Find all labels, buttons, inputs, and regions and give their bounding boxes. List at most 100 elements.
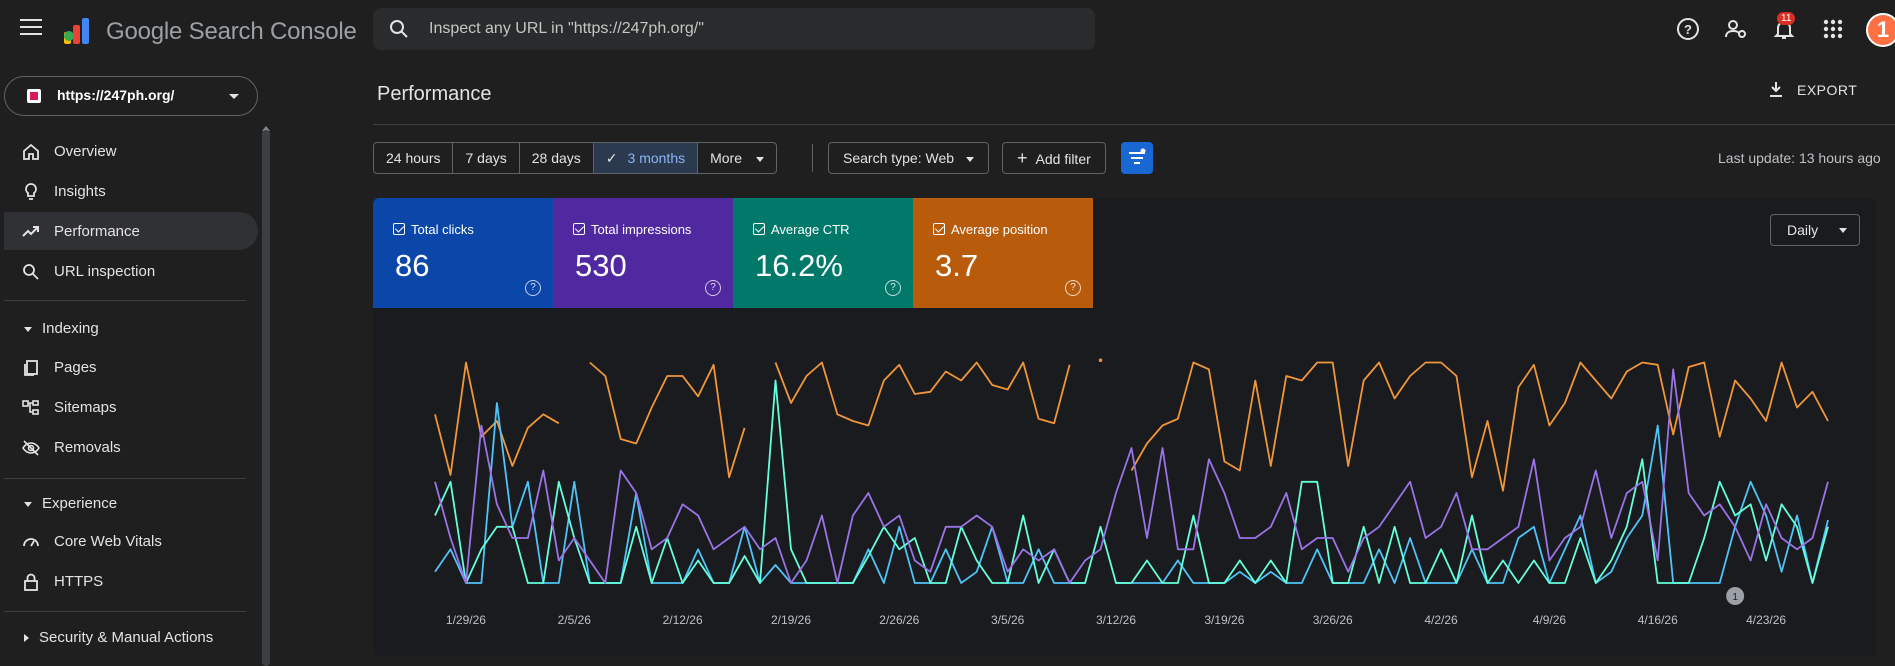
metric-card-average-position[interactable]: Average position 3.7 ? — [913, 198, 1093, 308]
range-3-months[interactable]: ✓ 3 months — [593, 143, 699, 173]
app-title: Google Search Console — [106, 18, 357, 45]
help-icon[interactable]: ? — [525, 280, 541, 296]
x-tick-label: 1/29/26 — [446, 613, 486, 627]
metric-title-text: Average position — [951, 222, 1048, 237]
range-24-hours[interactable]: 24 hours — [374, 143, 454, 173]
speed-icon — [23, 538, 39, 547]
section-title: Security & Manual Actions — [39, 629, 214, 646]
sidebar-item-pages[interactable]: Pages — [4, 348, 258, 386]
manage-accounts-icon[interactable] — [1723, 16, 1749, 42]
search-console-logo — [64, 18, 89, 44]
sidebar-item-sitemaps[interactable]: Sitemaps — [4, 388, 258, 426]
compare-filter-button[interactable] — [1121, 142, 1153, 174]
section-title: Indexing — [42, 320, 99, 337]
export-button[interactable]: EXPORT — [1770, 82, 1858, 98]
metric-card-average-ctr[interactable]: Average CTR 16.2% ? — [733, 198, 913, 308]
x-tick-label: 3/12/26 — [1096, 613, 1136, 627]
date-range-selector: 24 hours 7 days 28 days ✓ 3 months More — [373, 142, 778, 174]
granularity-dropdown[interactable]: Daily — [1770, 214, 1860, 246]
apps-grid-icon[interactable] — [1820, 16, 1846, 42]
add-filter-button[interactable]: + Add filter — [1002, 142, 1106, 174]
sidebar-item-insights[interactable]: Insights — [4, 172, 258, 210]
sidebar-item-label: Removals — [54, 439, 121, 456]
export-label: EXPORT — [1797, 82, 1858, 98]
sidebar-item-core-web-vitals[interactable]: Core Web Vitals — [4, 522, 258, 560]
sidebar-item-label: Performance — [54, 223, 140, 240]
range-7-days[interactable]: 7 days — [453, 143, 520, 173]
x-tick-label: 3/5/26 — [991, 613, 1025, 627]
range-more-dropdown[interactable]: More — [698, 143, 776, 173]
metric-value: 530 — [575, 248, 627, 283]
scroll-up-arrow-icon[interactable] — [262, 126, 270, 131]
url-inspect-input[interactable] — [429, 8, 1069, 50]
annotation-marker[interactable]: 1 — [1726, 587, 1745, 605]
x-tick-label: 4/23/26 — [1746, 613, 1786, 627]
sidebar-divider — [4, 300, 246, 301]
checkbox-checked-icon — [933, 223, 945, 235]
range-label: 3 months — [627, 150, 686, 166]
expand-caret-icon — [24, 634, 29, 643]
sidebar: https://247ph.org/ Overview Insights Per… — [0, 58, 272, 666]
metric-value: 16.2% — [755, 248, 843, 283]
granularity-label: Daily — [1787, 222, 1819, 238]
property-url: https://247ph.org/ — [57, 87, 175, 103]
x-tick-label: 2/26/26 — [879, 613, 919, 627]
visibility-off-icon — [22, 440, 40, 456]
sidebar-item-label: URL inspection — [54, 263, 156, 280]
sidebar-scrollbar[interactable] — [262, 130, 270, 666]
help-icon[interactable]: ? — [885, 280, 901, 296]
metric-card-total-clicks[interactable]: Total clicks 86 ? — [373, 198, 553, 308]
menu-icon[interactable] — [20, 19, 42, 37]
metric-title: Total clicks — [393, 222, 474, 237]
help-icon[interactable]: ? — [1065, 280, 1081, 296]
x-tick-label: 2/19/26 — [771, 613, 811, 627]
filter-list-icon — [1129, 148, 1146, 164]
sidebar-section-indexing[interactable]: Indexing — [24, 320, 99, 337]
more-label: More — [710, 150, 743, 166]
search-icon — [23, 264, 39, 280]
pages-icon — [24, 360, 38, 376]
sidebar-section-security[interactable]: Security & Manual Actions — [24, 629, 213, 646]
help-icon[interactable]: ? — [705, 280, 721, 296]
x-tick-label: 3/19/26 — [1204, 613, 1244, 627]
help-icon[interactable]: ? — [1675, 16, 1701, 42]
sidebar-item-overview[interactable]: Overview — [4, 132, 258, 170]
search-type-filter[interactable]: Search type: Web — [828, 142, 990, 174]
sidebar-section-experience[interactable]: Experience — [24, 495, 117, 512]
add-filter-label: Add filter — [1035, 151, 1091, 167]
metric-title: Average CTR — [753, 222, 850, 237]
account-avatar[interactable]: 1 — [1866, 13, 1895, 47]
dropdown-caret-icon — [1839, 228, 1847, 233]
url-inspect-search[interactable] — [373, 8, 1095, 50]
sidebar-item-https[interactable]: HTTPS — [4, 562, 258, 600]
sidebar-divider — [4, 478, 246, 479]
sidebar-item-label: Core Web Vitals — [54, 533, 162, 550]
x-tick-label: 4/16/26 — [1638, 613, 1678, 627]
series-line-impressions — [434, 368, 1829, 584]
checkbox-checked-icon — [573, 223, 585, 235]
property-selector[interactable]: https://247ph.org/ — [4, 76, 258, 116]
range-28-days[interactable]: 28 days — [520, 143, 594, 173]
metric-card-total-impressions[interactable]: Total impressions 530 ? — [553, 198, 733, 308]
metric-value: 86 — [395, 248, 430, 283]
metric-title: Average position — [933, 222, 1048, 237]
site-favicon — [27, 89, 41, 103]
sitemap-icon — [22, 400, 39, 415]
performance-chart-panel: Total clicks 86 ? Total impressions 530 … — [373, 198, 1876, 656]
x-tick-label: 3/26/26 — [1313, 613, 1353, 627]
metric-title: Total impressions — [573, 222, 691, 237]
annotation-marker-label: 1 — [1732, 592, 1738, 603]
metric-title-text: Total impressions — [591, 222, 692, 237]
sidebar-item-performance[interactable]: Performance — [4, 212, 258, 250]
top-bar: Google Search Console ? 11 1 — [0, 0, 1895, 58]
metric-title-text: Total clicks — [411, 222, 474, 237]
sidebar-item-url-inspection[interactable]: URL inspection — [4, 252, 258, 290]
check-icon: ✓ — [605, 150, 618, 166]
lock-icon — [24, 573, 38, 591]
sidebar-item-removals[interactable]: Removals — [4, 428, 258, 466]
x-tick-label: 4/9/26 — [1533, 613, 1567, 627]
dropdown-caret-icon — [966, 156, 975, 162]
performance-line-chart[interactable]: 1/29/26 2/5/26 2/12/26 2/19/26 2/26/26 3/5/26… — [373, 308, 1876, 656]
plus-icon: + — [1017, 148, 1028, 168]
search-icon — [390, 20, 408, 38]
